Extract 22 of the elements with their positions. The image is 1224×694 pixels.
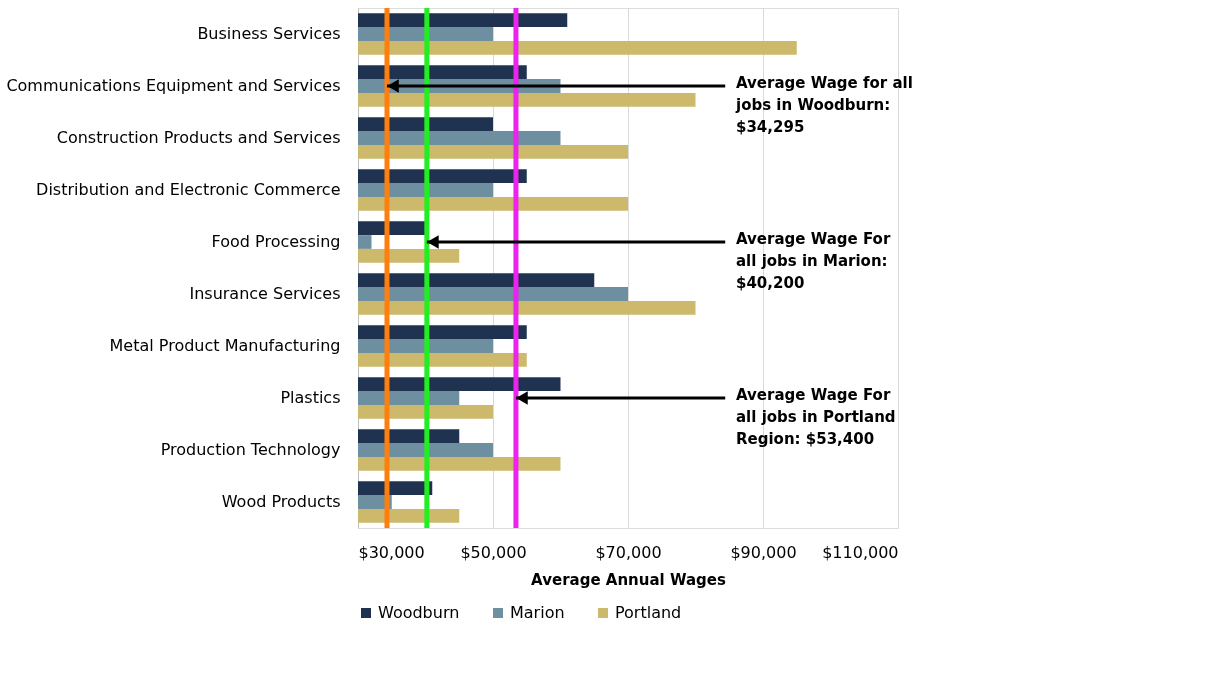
annotation: Average Wage for all jobs in Woodburn: $34,295: [735, 74, 913, 136]
y-tick-label: Production Technology: [160, 440, 341, 459]
y-tick-label: Distribution and Electronic Commerce: [36, 180, 341, 199]
x-tick-label: $90,000: [730, 542, 797, 562]
x-axis-title: Average Annual Wages: [531, 570, 726, 589]
legend-label: Woodburn: [378, 603, 460, 622]
y-tick-label: Food Processing: [211, 232, 341, 251]
legend-label: Portland: [615, 603, 682, 622]
legend-label: Marion: [510, 603, 565, 622]
x-tick-label: $110,000: [822, 542, 899, 562]
y-tick-label: Construction Products and Services: [56, 128, 341, 147]
annotation: Average Wage For all jobs in Portland Region: $53,400: [736, 386, 896, 448]
y-tick-label: Insurance Services: [189, 284, 341, 303]
annotation: Average Wage For all jobs in Marion: $40,200: [736, 230, 891, 292]
x-tick-label: $70,000: [595, 542, 662, 562]
y-tick-label: Communications Equipment and Services: [6, 76, 341, 95]
x-tick-label: $50,000: [460, 542, 527, 562]
y-tick-label: Wood Products: [221, 492, 341, 511]
y-tick-label: Plastics: [280, 388, 341, 407]
x-tick-label: $30,000: [358, 542, 425, 562]
y-tick-label: Metal Product Manufacturing: [109, 336, 341, 355]
y-tick-label: Business Services: [197, 24, 341, 43]
